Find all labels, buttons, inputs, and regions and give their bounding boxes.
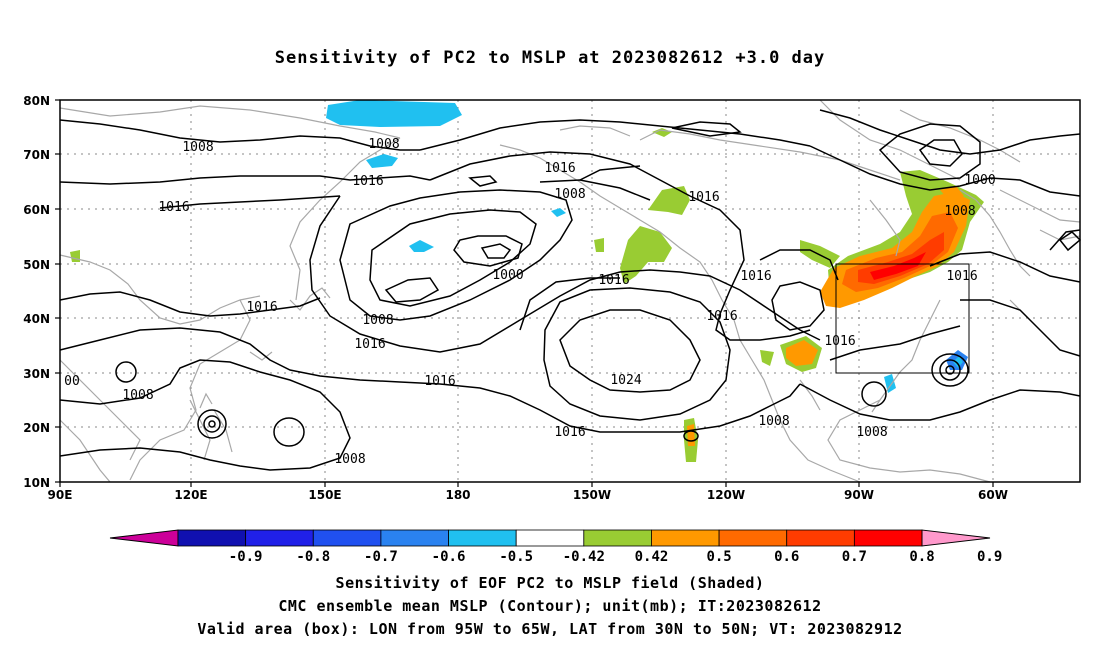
colorbar-label: -0.9: [229, 549, 263, 565]
contour-label: 1024: [610, 373, 641, 388]
shade-negative-atlantic-core: [953, 356, 963, 368]
lat-label: 80N: [23, 94, 50, 108]
contour-label: 1000: [492, 268, 523, 283]
lat-label-group: 80N 70N 60N 50N 40N 30N 20N 10N: [23, 94, 50, 490]
shade-positive-baja: [760, 350, 774, 366]
lat-label: 30N: [23, 367, 50, 381]
contour-label: 1008: [554, 187, 585, 202]
colorbar-swatch: [651, 529, 720, 547]
lat-label: 20N: [23, 421, 50, 435]
shade-negative-bering: [366, 154, 398, 168]
coastlines: [59, 99, 1081, 483]
contour-label: 1016: [352, 174, 383, 189]
shade-negative-bahamas: [884, 374, 896, 393]
colorbar-label: -0.7: [364, 549, 398, 565]
lon-label: 150W: [573, 488, 611, 502]
shade-negative-arctic: [326, 100, 462, 127]
contour-label: 1008: [362, 313, 393, 328]
colorbar-swatch: [515, 529, 585, 547]
contour-label: 1008: [856, 425, 887, 440]
shade-positive-tropical-core: [687, 424, 695, 446]
contour-label: 1008: [334, 452, 365, 467]
contour-label-group: 1008 1016 1016 1016 1008 1016 1000 1008 …: [64, 137, 995, 467]
shade-positive-core-max: [870, 252, 926, 280]
colorbar-label: -0.8: [296, 549, 330, 565]
valid-area-box: [835, 263, 970, 374]
colorbar-label: 0.42: [635, 549, 669, 565]
colorbar-swatch: [786, 529, 855, 547]
shade-negative-gulf: [551, 208, 566, 217]
colorbar-label: -0.42: [563, 549, 605, 565]
map-border: [59, 99, 1081, 483]
colorbar-swatch: [380, 529, 449, 547]
shade-positive-labrador: [940, 186, 964, 202]
colorbar-swatch: [583, 529, 652, 547]
shade-positive-bc: [620, 226, 672, 284]
shaded-sensitivity: [70, 100, 984, 462]
colorbar-max-arrow: [921, 529, 991, 547]
colorbar-swatch: [448, 529, 517, 547]
lat-label: 60N: [23, 203, 50, 217]
lon-label: 120E: [174, 488, 207, 502]
colorbar-label: 0.9: [977, 549, 1002, 565]
contour-label: 1016: [246, 300, 277, 315]
contour-label: 1008: [122, 388, 153, 403]
colorbar-swatch: [718, 529, 788, 547]
caption-contour: CMC ensemble mean MSLP (Contour); unit(m…: [278, 597, 822, 615]
colorbar-label: 0.8: [909, 549, 934, 565]
lon-label: 150E: [308, 488, 341, 502]
lon-label: 90W: [844, 488, 874, 502]
contour-label: 1016: [554, 425, 585, 440]
lat-label: 50N: [23, 258, 50, 272]
contour-label: 1016: [354, 337, 385, 352]
mslp-contours: [59, 109, 1082, 471]
contour-label: 1016: [158, 200, 189, 215]
contour-label: 1016: [424, 374, 455, 389]
colorbar: -0.9 -0.8 -0.7 -0.6 -0.5 -0.42 0.42 0.5 0.6 0.7 0.…: [109, 529, 1002, 565]
contour-label: 1016: [598, 273, 629, 288]
shade-positive-alaska-n: [652, 128, 672, 137]
colorbar-label: 0.7: [842, 549, 867, 565]
lat-label: 70N: [23, 148, 50, 162]
lon-label-group: 90E 120E 150E 180 150W 120W 90W 60W: [48, 488, 1008, 502]
contour-label: 00: [64, 374, 80, 389]
gridlines: [60, 100, 1080, 482]
contour-label: 1016: [740, 269, 771, 284]
colorbar-swatch: [177, 529, 247, 547]
contour-label: 1008: [368, 137, 399, 152]
contour-label: 1008: [944, 204, 975, 219]
contour-label: 1016: [706, 309, 737, 324]
colorbar-swatch: [312, 529, 382, 547]
colorbar-label: 0.5: [706, 549, 731, 565]
shade-positive-alaska: [648, 186, 690, 215]
contour-label: 1016: [946, 269, 977, 284]
lon-label: 180: [445, 488, 470, 502]
contour-label: 1016: [824, 334, 855, 349]
lon-label: 90E: [48, 488, 73, 502]
colorbar-label: -0.6: [432, 549, 466, 565]
caption-valid-area: Valid area (box): LON from 95W to 65W, L…: [197, 620, 903, 638]
shade-positive-mexico-core: [786, 340, 818, 366]
shade-negative-pacific: [409, 240, 434, 252]
contour-label: 1016: [688, 190, 719, 205]
colorbar-label: -0.5: [499, 549, 533, 565]
lat-label: 40N: [23, 312, 50, 326]
contour-label: 1000: [964, 173, 995, 188]
map-title: Sensitivity of PC2 to MSLP at 2023082612…: [274, 48, 826, 68]
lon-label: 120W: [707, 488, 745, 502]
colorbar-label: 0.6: [774, 549, 799, 565]
lon-label: 60W: [978, 488, 1008, 502]
colorbar-swatch: [245, 529, 314, 547]
colorbar-swatch: [853, 529, 923, 547]
axis-ticks: [55, 99, 994, 487]
caption-shading: Sensitivity of EOF PC2 to MSLP field (Sh…: [335, 574, 765, 592]
contour-label: 1008: [182, 140, 213, 155]
colorbar-min-arrow: [109, 529, 179, 547]
contour-label: 1016: [544, 161, 575, 176]
shade-positive-gulf-small: [594, 238, 604, 252]
lat-label: 10N: [23, 476, 50, 490]
contour-label: 1008: [758, 414, 789, 429]
